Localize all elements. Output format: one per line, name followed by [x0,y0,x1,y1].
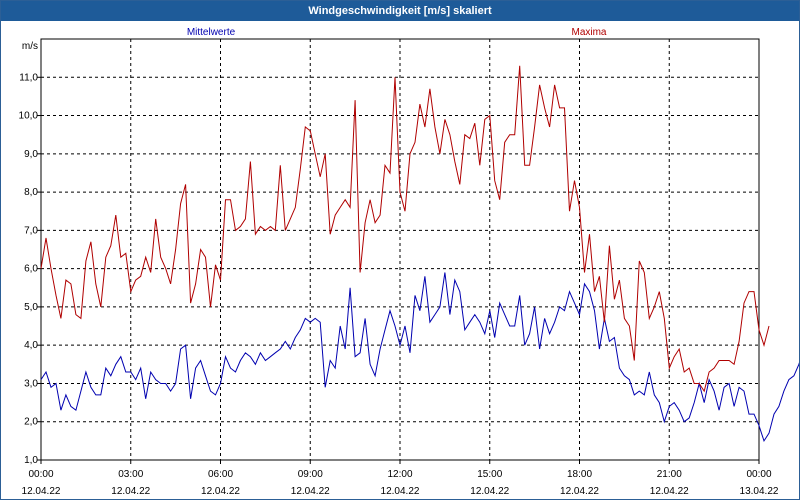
legend-entry-maxima: Maxima [571,27,606,38]
x-tick-time-label: 18:00 [567,469,592,480]
x-axis: 00:00 12.04.22 03:00 12.04.22 06:00 12.04.22 0… [22,460,779,497]
x-tick-date-label: 12.04.22 [22,486,61,497]
x-tick-date-label: 12.04.22 [201,486,240,497]
legend: Mittelwerte Maxima [187,27,607,38]
x-tick-date-label: 12.04.22 [111,486,150,497]
x-tick-time-label: 03:00 [118,469,143,480]
y-tick-label: 7,0 [24,225,38,236]
x-tick-date-label: 12.04.22 [650,486,689,497]
y-tick-label: 5,0 [24,302,38,313]
x-tick-date-label: 12.04.22 [470,486,509,497]
y-axis: 1,0 2,0 3,0 4,0 5,0 6,0 7,0 8,0 9,0 10,0 11,0 m/s [19,41,41,466]
x-tick-time-label: 00:00 [28,469,53,480]
y-tick-label: 9,0 [24,149,38,160]
legend-entry-mittelwerte: Mittelwerte [187,27,236,38]
y-tick-label: 11,0 [19,72,38,83]
x-tick-time-label: 12:00 [387,469,412,480]
y-axis-label: m/s [22,41,38,52]
series-group [40,65,799,443]
y-tick-label: 1,0 [24,455,38,466]
y-tick-label: 4,0 [24,340,38,351]
x-tick-time-label: 21:00 [657,469,682,480]
y-tick-label: 3,0 [24,378,38,389]
y-tick-label: 2,0 [24,417,38,428]
x-tick-time-label: 06:00 [208,469,233,480]
x-tick-date-label: 12.04.22 [560,486,599,497]
series-line-mittelwerte [40,272,799,443]
x-tick-date-label: 12.04.22 [291,486,330,497]
chart-title: Windgeschwindigkeit [m/s] skaliert [1,1,799,21]
series-line-maxima [40,65,770,393]
y-tick-label: 10,0 [19,111,39,122]
grid-lines [40,38,760,461]
x-tick-date-label: 12.04.22 [381,486,420,497]
x-tick-date-label: 13.04.22 [740,486,779,497]
x-tick-time-label: 00:00 [746,469,771,480]
y-tick-label: 8,0 [24,187,38,198]
x-tick-time-label: 15:00 [477,469,502,480]
x-tick-time-label: 09:00 [298,469,323,480]
y-tick-label: 6,0 [24,264,38,275]
